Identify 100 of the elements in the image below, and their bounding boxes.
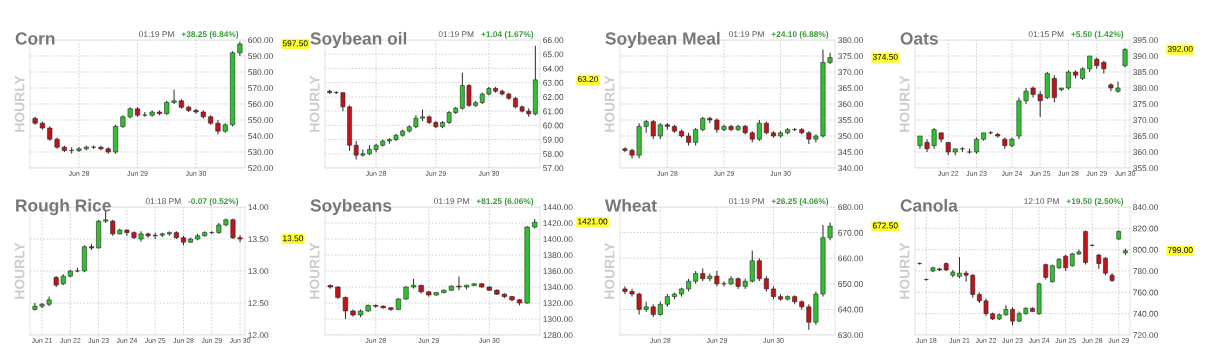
text: 374.50	[872, 53, 898, 60]
y-tick-label: 370.00	[838, 69, 863, 76]
chart-title: Soybean Meal	[605, 31, 720, 49]
y-tick-label: 57.00	[543, 165, 564, 172]
text: 12:10 PM	[1024, 198, 1059, 205]
y-tick-label: 13.50	[248, 236, 269, 243]
text: 597.50	[282, 40, 308, 47]
y-tick-label: 58.00	[543, 150, 564, 157]
y-tick-label: 540.00	[248, 133, 273, 140]
y-tick-label: 800.00	[1133, 246, 1158, 253]
y-tick-label: 12.00	[248, 332, 269, 339]
y-tick-label: 740.00	[1133, 310, 1158, 317]
y-tick-label: 820.00	[1133, 225, 1158, 232]
text: 01:18 PM	[145, 198, 181, 205]
y-tick-label: 380.00	[1133, 85, 1158, 92]
y-tick-label: 1340.00	[543, 284, 573, 291]
y-tick-label: 1280.00	[543, 332, 573, 339]
chart-title: Wheat	[604, 198, 657, 212]
text: 63.20	[577, 76, 599, 83]
text: 01:19 PM	[434, 198, 469, 205]
y-tick-label: 590.00	[248, 53, 273, 60]
y-tick-label: 64.00	[543, 65, 564, 72]
y-tick-label: 520.00	[248, 165, 273, 172]
y-tick-label: 375.00	[838, 53, 863, 60]
chart-subtitle: +5.50 (1.42%)	[1071, 31, 1124, 39]
chart-title: Oats	[900, 32, 938, 45]
y-tick-label: 630.00	[838, 332, 863, 339]
y-tick-label: 65.00	[543, 51, 564, 58]
text: 672.50	[872, 222, 898, 229]
chart-title: Canola	[900, 198, 958, 212]
y-tick-label: 550.00	[248, 117, 273, 124]
chart-title: Rough Rice	[16, 198, 111, 216]
y-tick-label: 1400.00	[543, 236, 573, 243]
text: 799.00	[1167, 247, 1193, 253]
y-tick-label: 760.00	[1133, 289, 1158, 296]
y-tick-label: 720.00	[1133, 332, 1158, 339]
y-tick-label: 350.00	[838, 133, 863, 140]
y-tick-label: 13.00	[248, 268, 269, 275]
y-tick-label: 360.00	[1133, 149, 1158, 156]
y-tick-label: 650.00	[838, 281, 863, 287]
chart-title: Soybean oil	[310, 31, 407, 49]
chart-subtitle: +81.25 (6.06%)	[476, 198, 534, 206]
y-tick-label: 580.00	[248, 69, 273, 76]
chart-subtitle: +38.25 (6.84%)	[181, 31, 239, 39]
y-tick-label: 1440.00	[543, 204, 573, 211]
y-tick-label: 370.00	[1133, 117, 1158, 124]
text: 13.50	[283, 235, 304, 242]
chart-subtitle: -0.07 (0.52%)	[188, 198, 239, 206]
y-tick-label: 340.00	[838, 165, 863, 172]
y-tick-label: 365.00	[1133, 133, 1158, 140]
chart-subtitle: +19.50 (2.50%)	[1066, 198, 1124, 206]
text: 01:19 PM	[139, 31, 174, 38]
y-tick-label: 355.00	[838, 117, 863, 124]
chart-title: Corn	[15, 32, 55, 45]
candlestick	[1066, 69, 1071, 91]
text: 1421.00	[578, 218, 608, 225]
y-tick-label: 345.00	[838, 149, 863, 156]
y-tick-label: 61.00	[543, 108, 564, 115]
y-tick-label: 1300.00	[543, 316, 573, 323]
y-tick-label: 360.00	[838, 101, 863, 108]
y-tick-label: 66.00	[543, 37, 564, 44]
candlestick	[1122, 47, 1128, 68]
y-tick-label: 390.00	[1133, 53, 1158, 60]
y-tick-label: 395.00	[1133, 37, 1158, 44]
y-tick-label: 12.50	[248, 300, 269, 307]
y-tick-label: 840.00	[1133, 204, 1158, 211]
y-tick-label: 1320.00	[543, 300, 573, 307]
y-tick-label: 380.00	[838, 37, 863, 44]
y-tick-label: 640.00	[838, 306, 863, 313]
y-tick-label: 355.00	[1133, 165, 1158, 172]
y-tick-label: 63.00	[543, 79, 564, 86]
y-tick-label: 680.00	[838, 204, 863, 211]
y-tick-label: 780.00	[1133, 268, 1158, 275]
y-tick-label: 560.00	[248, 101, 273, 108]
chart-subtitle: +1.04 (1.67%)	[481, 31, 534, 39]
text: 01:19 PM	[438, 31, 474, 38]
candlestick	[456, 276, 462, 291]
y-tick-label: 365.00	[838, 85, 863, 92]
y-tick-label: 660.00	[838, 255, 863, 262]
text: 01:19 PM	[729, 198, 764, 205]
y-tick-label: 1360.00	[543, 268, 573, 275]
y-tick-label: 385.00	[1133, 69, 1158, 76]
chart-subtitle: +24.10 (6.88%)	[771, 31, 829, 39]
y-tick-label: 1420.00	[543, 220, 573, 227]
y-tick-label: 14.00	[248, 204, 269, 211]
y-tick-label: 600.00	[248, 37, 273, 44]
text: 392.00	[1167, 45, 1193, 52]
chart-subtitle: +26.25 (4.06%)	[771, 198, 829, 206]
y-tick-label: 60.00	[543, 122, 564, 129]
y-tick-label: 530.00	[248, 149, 273, 156]
candlestick	[69, 146, 75, 155]
y-tick-label: 375.00	[1133, 101, 1158, 108]
y-tick-label: 59.00	[543, 136, 564, 143]
y-tick-label: 1380.00	[543, 252, 573, 259]
chart-title: Soybeans	[310, 198, 392, 216]
text: 01:15 PM	[1028, 31, 1064, 38]
text: 01:19 PM	[729, 31, 764, 38]
y-tick-label: 62.00	[543, 94, 564, 100]
y-tick-label: 570.00	[248, 85, 273, 92]
y-tick-label: 670.00	[838, 229, 863, 236]
